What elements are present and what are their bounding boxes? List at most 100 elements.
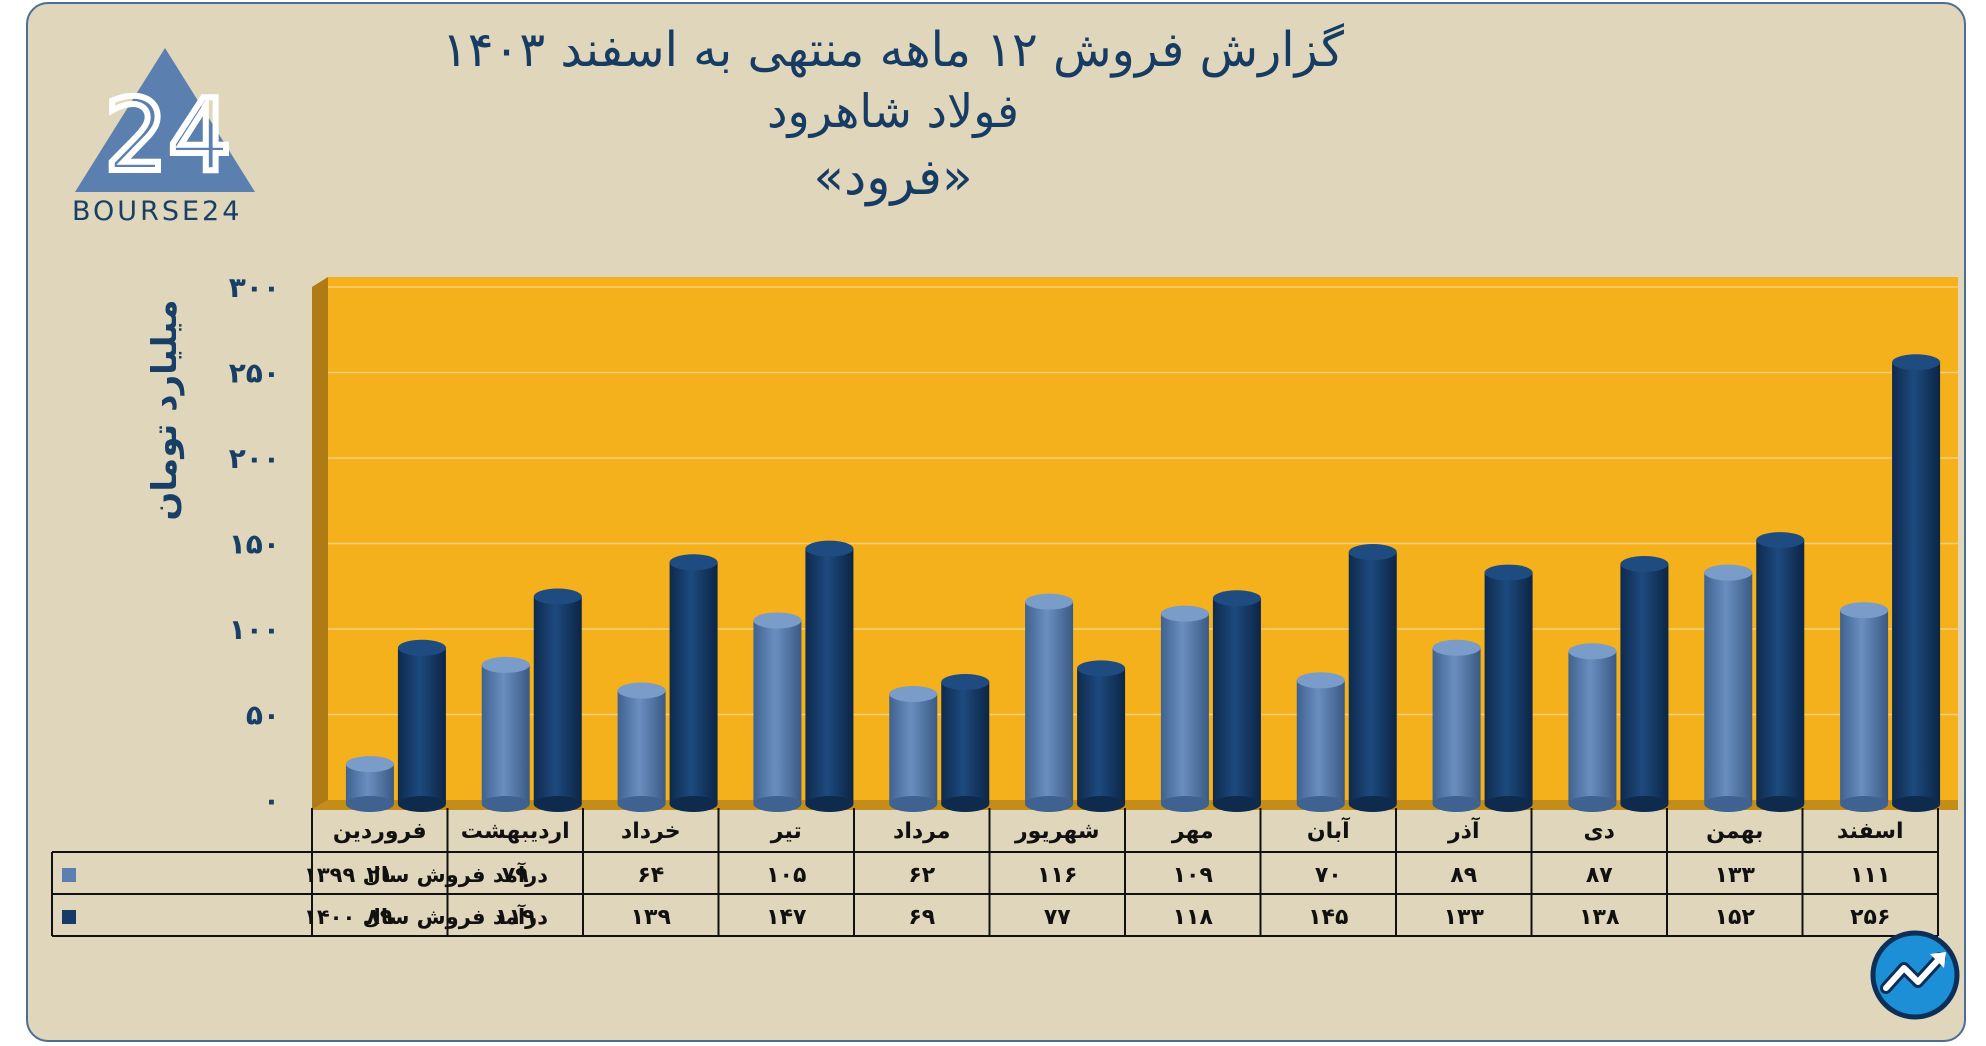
bar-cap [1840, 602, 1889, 619]
logo-mark: 24 [104, 77, 231, 194]
legend-swatch-1400 [62, 910, 76, 924]
bar-cap [941, 674, 990, 691]
bar-1400 [1620, 556, 1669, 812]
x-tick-label: شهریور [1014, 819, 1100, 844]
bar-1399 [617, 682, 666, 812]
legend-label-1400: درآمد فروش سال ۱۴۰۰ [304, 904, 548, 929]
x-tick-label: اسفند [1837, 819, 1904, 844]
bar-1400 [533, 588, 582, 812]
bar-cap [617, 682, 666, 699]
plot-side-wall [312, 277, 328, 810]
data-label: ۱۴۷ [766, 905, 807, 930]
bar-cap [753, 612, 802, 629]
y-tick-label: ۱۵۰ [229, 528, 280, 561]
bar-cap [1348, 544, 1397, 561]
data-label: ۱۱۸ [1173, 905, 1214, 930]
bar-body [1620, 564, 1669, 804]
data-label: ۸۹ [366, 905, 393, 930]
bar-cap [889, 685, 938, 702]
bar-body [1296, 680, 1345, 804]
bar-base [1840, 796, 1889, 812]
bar-body [481, 664, 530, 804]
x-tick-label: آذر [1447, 816, 1480, 844]
bourse24-logo: 24 [75, 48, 255, 197]
bar-1400 [1756, 532, 1805, 812]
bar-1400 [1077, 660, 1126, 812]
bar-1400 [805, 540, 854, 812]
legend-label-1399: درآمد فروش سال ۱۳۹۹ [304, 862, 548, 887]
bar-cap [1756, 532, 1805, 549]
data-label: ۱۱۱ [1850, 863, 1890, 888]
bar-body [1432, 647, 1481, 804]
bar-1399 [1568, 643, 1617, 812]
bar-cap [1025, 593, 1074, 610]
bar-body [889, 693, 938, 804]
bar-cap [1160, 605, 1209, 622]
logo-text: BOURSE24 [72, 196, 243, 227]
data-label: ۱۱۹ [495, 905, 535, 930]
bar-base [1484, 796, 1533, 812]
data-label: ۱۳۸ [1579, 905, 1620, 930]
bar-1399 [1025, 593, 1074, 812]
bar-base [345, 796, 394, 812]
bar-cap [481, 656, 530, 673]
bar-body [1704, 572, 1753, 804]
bar-base [1160, 796, 1209, 812]
x-tick-label: اردیبهشت [461, 819, 570, 844]
bar-base [1568, 796, 1617, 812]
bar-base [1620, 796, 1669, 812]
bar-cap [1432, 639, 1481, 656]
bar-cap [1568, 643, 1617, 660]
bar-1399 [753, 612, 802, 812]
bar-1399 [1840, 602, 1889, 812]
x-tick-label: فروردین [333, 819, 427, 844]
y-tick-label: ۳۰۰ [229, 271, 280, 304]
bar-cap [1296, 672, 1345, 689]
bar-body [1892, 362, 1941, 804]
bar-1400 [669, 554, 718, 812]
chart-subtitle-company: فولاد شاهرود [767, 84, 1019, 138]
data-label: ۱۳۹ [631, 905, 671, 930]
bar-cap [1077, 660, 1126, 677]
bar-base [753, 796, 802, 812]
data-label: ۱۱۶ [1037, 863, 1077, 888]
bar-1400 [1348, 544, 1397, 812]
bar-body [1025, 601, 1074, 804]
bar-base [669, 796, 718, 812]
bar-body [617, 690, 666, 804]
chart-subtitle-symbol: «فرود» [813, 148, 973, 206]
bar-body [1160, 613, 1209, 804]
x-tick-label: مرداد [893, 819, 950, 844]
data-label: ۱۳۳ [1715, 863, 1756, 888]
x-tick-label: تیر [770, 819, 802, 844]
bar-body [1756, 540, 1805, 804]
bar-body [669, 562, 718, 804]
bar-base [1704, 796, 1753, 812]
bar-1400 [1212, 590, 1261, 812]
data-label: ۱۳۳ [1444, 905, 1485, 930]
bar-1399 [1432, 639, 1481, 812]
bar-cap [1484, 564, 1533, 581]
y-tick-label: ۵۰ [246, 699, 280, 732]
bar-1399 [345, 756, 394, 812]
bar-base [1892, 796, 1941, 812]
bar-1400 [1484, 564, 1533, 812]
bar-body [805, 548, 854, 804]
bar-base [397, 796, 446, 812]
bar-base [1432, 796, 1481, 812]
bar-1399 [481, 656, 530, 812]
x-tick-label: آبان [1307, 816, 1350, 844]
bar-body [397, 647, 446, 804]
bar-body [1077, 668, 1126, 804]
bar-body [1348, 552, 1397, 804]
trend-up-icon [1870, 930, 1960, 1020]
x-tick-label: بهمن [1706, 819, 1763, 844]
bar-base [481, 796, 530, 812]
data-label: ۲۱ [366, 863, 393, 888]
bar-body [753, 620, 802, 804]
bar-base [1077, 796, 1126, 812]
bar-base [941, 796, 990, 812]
bar-1400 [941, 674, 990, 812]
bar-1399 [1296, 672, 1345, 812]
